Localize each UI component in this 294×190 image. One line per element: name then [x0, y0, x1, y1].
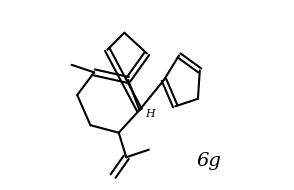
- Text: H: H: [145, 109, 155, 119]
- Text: 6g: 6g: [197, 152, 222, 170]
